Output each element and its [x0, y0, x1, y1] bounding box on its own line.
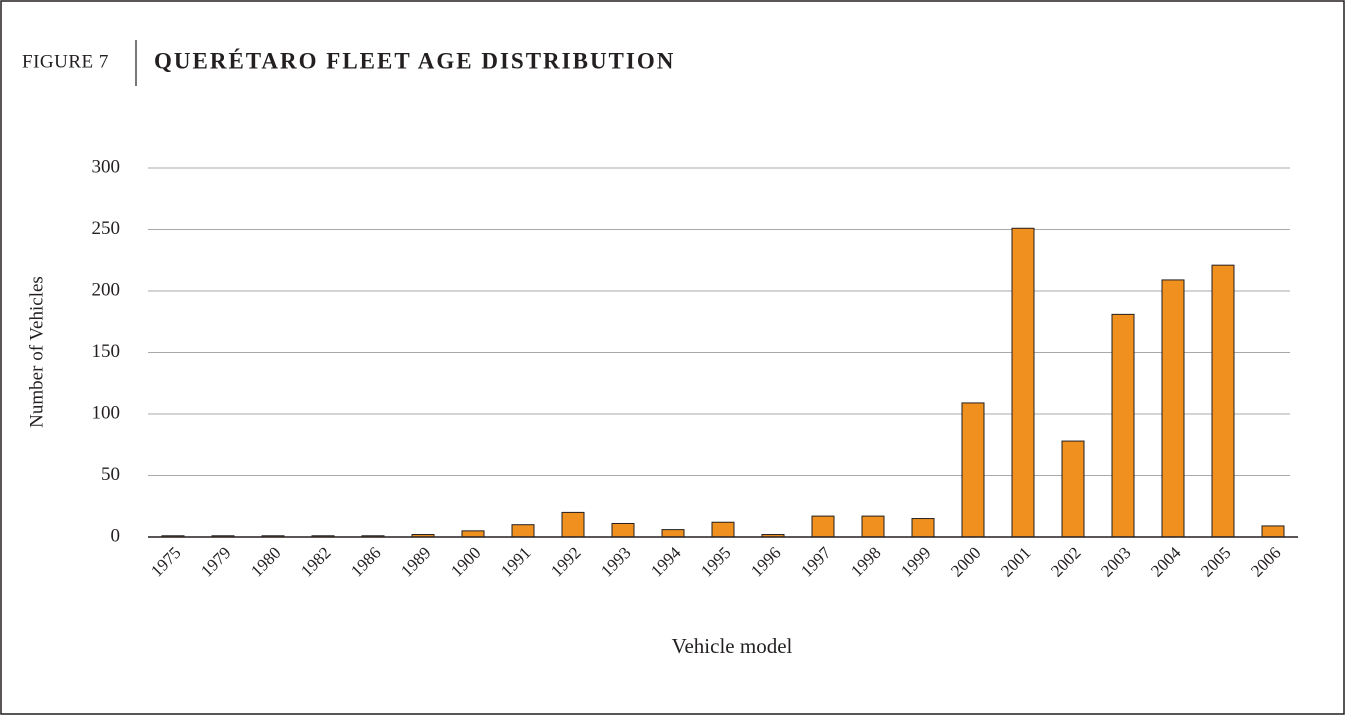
x-tick-label: 1997	[797, 543, 835, 581]
x-tick-label: 1993	[597, 543, 634, 580]
x-tick-label: 1992	[547, 543, 584, 580]
x-tick-label: 2006	[1247, 543, 1284, 580]
bar	[861, 515, 885, 538]
y-tick-label: 50	[101, 464, 120, 485]
x-tick-label: 1975	[147, 543, 184, 580]
bar	[961, 402, 985, 538]
y-tick-label: 300	[92, 156, 121, 177]
bar	[561, 511, 585, 538]
x-tick-label: 1989	[397, 543, 434, 580]
bar	[1111, 313, 1135, 538]
bar	[1211, 264, 1235, 538]
x-tick-label: 2000	[947, 543, 984, 580]
y-tick-label: 100	[92, 402, 121, 423]
y-tick-label: 250	[92, 218, 121, 239]
x-axis-label: Vehicle model	[672, 634, 793, 658]
x-tick-label: 2004	[1147, 543, 1185, 581]
x-tick-label: 1900	[447, 543, 484, 580]
x-tick-label: 1991	[497, 543, 534, 580]
bar	[911, 518, 935, 538]
x-tick-label: 1979	[197, 543, 234, 580]
bar	[611, 522, 635, 538]
bar	[811, 515, 835, 538]
x-tick-label: 1995	[697, 543, 734, 580]
bar	[661, 529, 685, 538]
bar	[461, 530, 485, 538]
y-tick-label: 200	[92, 279, 121, 300]
x-tick-label: 2005	[1197, 543, 1234, 580]
x-tick-label: 2001	[997, 543, 1034, 580]
chart-title: QUERÉTARO FLEET AGE DISTRIBUTION	[154, 48, 675, 73]
x-tick-label: 1986	[347, 543, 384, 580]
x-tick-label: 1980	[247, 543, 284, 580]
bar	[711, 521, 735, 538]
bar	[1011, 227, 1035, 538]
bar	[1061, 440, 1085, 538]
y-tick-label: 150	[92, 341, 121, 362]
x-tick-label: 1982	[297, 543, 334, 580]
bar	[1161, 279, 1185, 538]
y-axis-label: Number of Vehicles	[26, 276, 47, 428]
x-tick-label: 2002	[1047, 543, 1084, 580]
bar	[511, 524, 535, 538]
x-tick-label: 1994	[647, 543, 685, 581]
bar	[1261, 525, 1285, 538]
x-tick-label: 1999	[897, 543, 934, 580]
x-tick-label: 1998	[847, 543, 884, 580]
x-tick-label: 1996	[747, 543, 784, 580]
figure-label: FIGURE 7	[22, 51, 109, 72]
x-tick-label: 2003	[1097, 543, 1134, 580]
y-tick-label: 0	[111, 525, 121, 546]
